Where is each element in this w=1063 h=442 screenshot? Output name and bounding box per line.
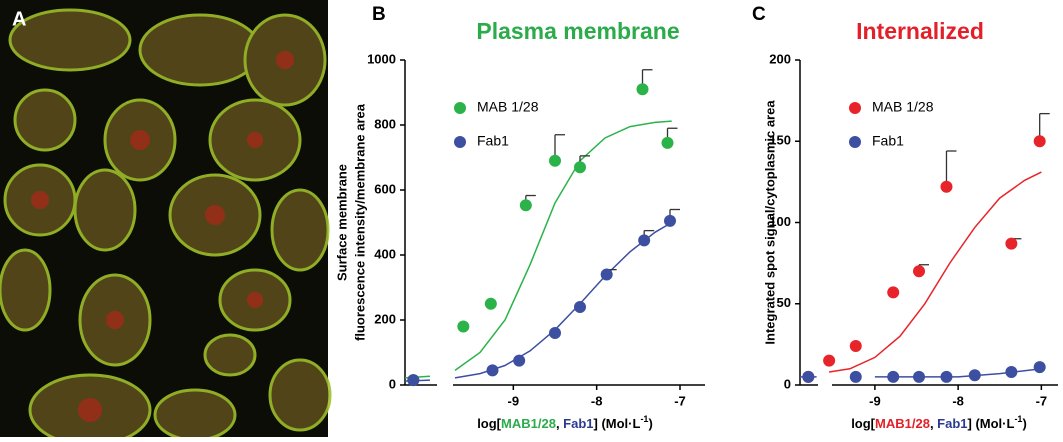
y-tick-label: 100 bbox=[769, 214, 791, 229]
x-axis-label-part: MAB1/28 bbox=[875, 416, 930, 431]
y-axis-label: Surface membrane bbox=[334, 164, 349, 281]
data-point bbox=[457, 320, 470, 333]
x-axis-label-part: ] (Mol·L bbox=[968, 416, 1015, 431]
x-axis-label-part: log[ bbox=[851, 416, 875, 431]
data-point bbox=[549, 154, 561, 167]
data-point bbox=[1033, 361, 1046, 374]
legend-marker bbox=[454, 136, 466, 148]
internalized-spots bbox=[31, 51, 294, 422]
y-tick-label: 1000 bbox=[367, 51, 396, 66]
data-point bbox=[849, 370, 862, 383]
data-point bbox=[519, 199, 532, 212]
microscopy-image: A bbox=[0, 0, 332, 442]
y-tick-label: 200 bbox=[769, 51, 791, 66]
data-point bbox=[913, 265, 926, 278]
panel-label: C bbox=[752, 4, 766, 25]
data-point bbox=[1005, 366, 1018, 378]
data-point bbox=[636, 83, 649, 96]
chart-title: Plasma membrane bbox=[476, 18, 679, 44]
data-point bbox=[549, 327, 561, 339]
data-point bbox=[664, 214, 676, 227]
y-axis-label: Integrated spot signal/cytoplasmic area bbox=[762, 100, 777, 345]
chart-title: Internalized bbox=[856, 18, 984, 44]
legend-marker bbox=[849, 102, 861, 114]
data-point bbox=[887, 286, 900, 299]
x-axis-label-part: MAB1/28 bbox=[501, 416, 556, 431]
y-tick-label: 800 bbox=[374, 116, 396, 131]
data-point bbox=[407, 374, 420, 387]
x-axis-label-part: log[ bbox=[477, 416, 501, 431]
data-point bbox=[913, 370, 926, 383]
x-axis-label: log[MAB1/28, Fab1] (Mol·L-1) bbox=[477, 414, 653, 431]
data-point bbox=[802, 370, 815, 383]
data-point bbox=[1005, 237, 1018, 250]
x-tick-label: -7 bbox=[1036, 393, 1048, 408]
x-tick-label: -8 bbox=[952, 393, 964, 408]
y-tick-label: 600 bbox=[374, 181, 396, 196]
data-point bbox=[940, 180, 953, 193]
x-axis-label: log[MAB1/28, Fab1] (Mol·L-1) bbox=[851, 414, 1027, 431]
fit-curve bbox=[404, 221, 673, 382]
x-axis-label-part: -1 bbox=[1014, 414, 1022, 424]
x-axis-label-part: Fab1 bbox=[937, 416, 967, 431]
x-tick-label: -9 bbox=[869, 393, 881, 408]
x-tick-label: -8 bbox=[591, 393, 603, 408]
legend-label: Fab1 bbox=[872, 133, 904, 149]
y-tick-label: 50 bbox=[777, 295, 791, 310]
data-point bbox=[661, 136, 674, 149]
x-axis-label-part: , bbox=[930, 416, 937, 431]
data-point bbox=[887, 370, 900, 383]
x-axis-label-part: Fab1 bbox=[563, 416, 593, 431]
y-tick-label: 200 bbox=[374, 311, 396, 326]
y-tick-label: 150 bbox=[769, 133, 791, 148]
data-point bbox=[968, 369, 981, 382]
x-axis-label-part: ] (Mol·L bbox=[594, 416, 641, 431]
x-axis-label-part: ) bbox=[1022, 416, 1026, 431]
y-tick-label: 0 bbox=[784, 376, 791, 391]
data-point bbox=[486, 364, 499, 377]
x-tick-label: -9 bbox=[508, 393, 520, 408]
data-point bbox=[600, 268, 613, 281]
fit-curve bbox=[404, 120, 672, 379]
data-point bbox=[940, 370, 953, 383]
data-point bbox=[1033, 135, 1046, 148]
y-axis-label: fluorescence intensity/membrane area bbox=[352, 103, 367, 341]
data-point bbox=[823, 354, 836, 367]
y-tick-label: 0 bbox=[389, 376, 396, 391]
legend-label: Fab1 bbox=[477, 133, 509, 149]
x-axis-label-part: -1 bbox=[640, 414, 648, 424]
legend-marker bbox=[849, 136, 861, 148]
legend-label: MAB 1/28 bbox=[477, 99, 539, 115]
data-point bbox=[574, 161, 586, 174]
panel-label: A bbox=[12, 8, 26, 30]
data-point bbox=[638, 234, 651, 247]
data-point bbox=[849, 340, 862, 352]
x-tick-label: -7 bbox=[674, 393, 686, 408]
data-point bbox=[484, 297, 497, 310]
legend-label: MAB 1/28 bbox=[872, 99, 934, 115]
data-point bbox=[574, 301, 586, 313]
fit-curve bbox=[828, 171, 1042, 373]
y-tick-label: 400 bbox=[374, 246, 396, 261]
x-axis-label-part: ) bbox=[648, 416, 652, 431]
data-point bbox=[513, 354, 526, 367]
legend-marker bbox=[454, 102, 466, 114]
x-axis-label-part: , bbox=[556, 416, 563, 431]
panel-label: B bbox=[372, 4, 386, 25]
